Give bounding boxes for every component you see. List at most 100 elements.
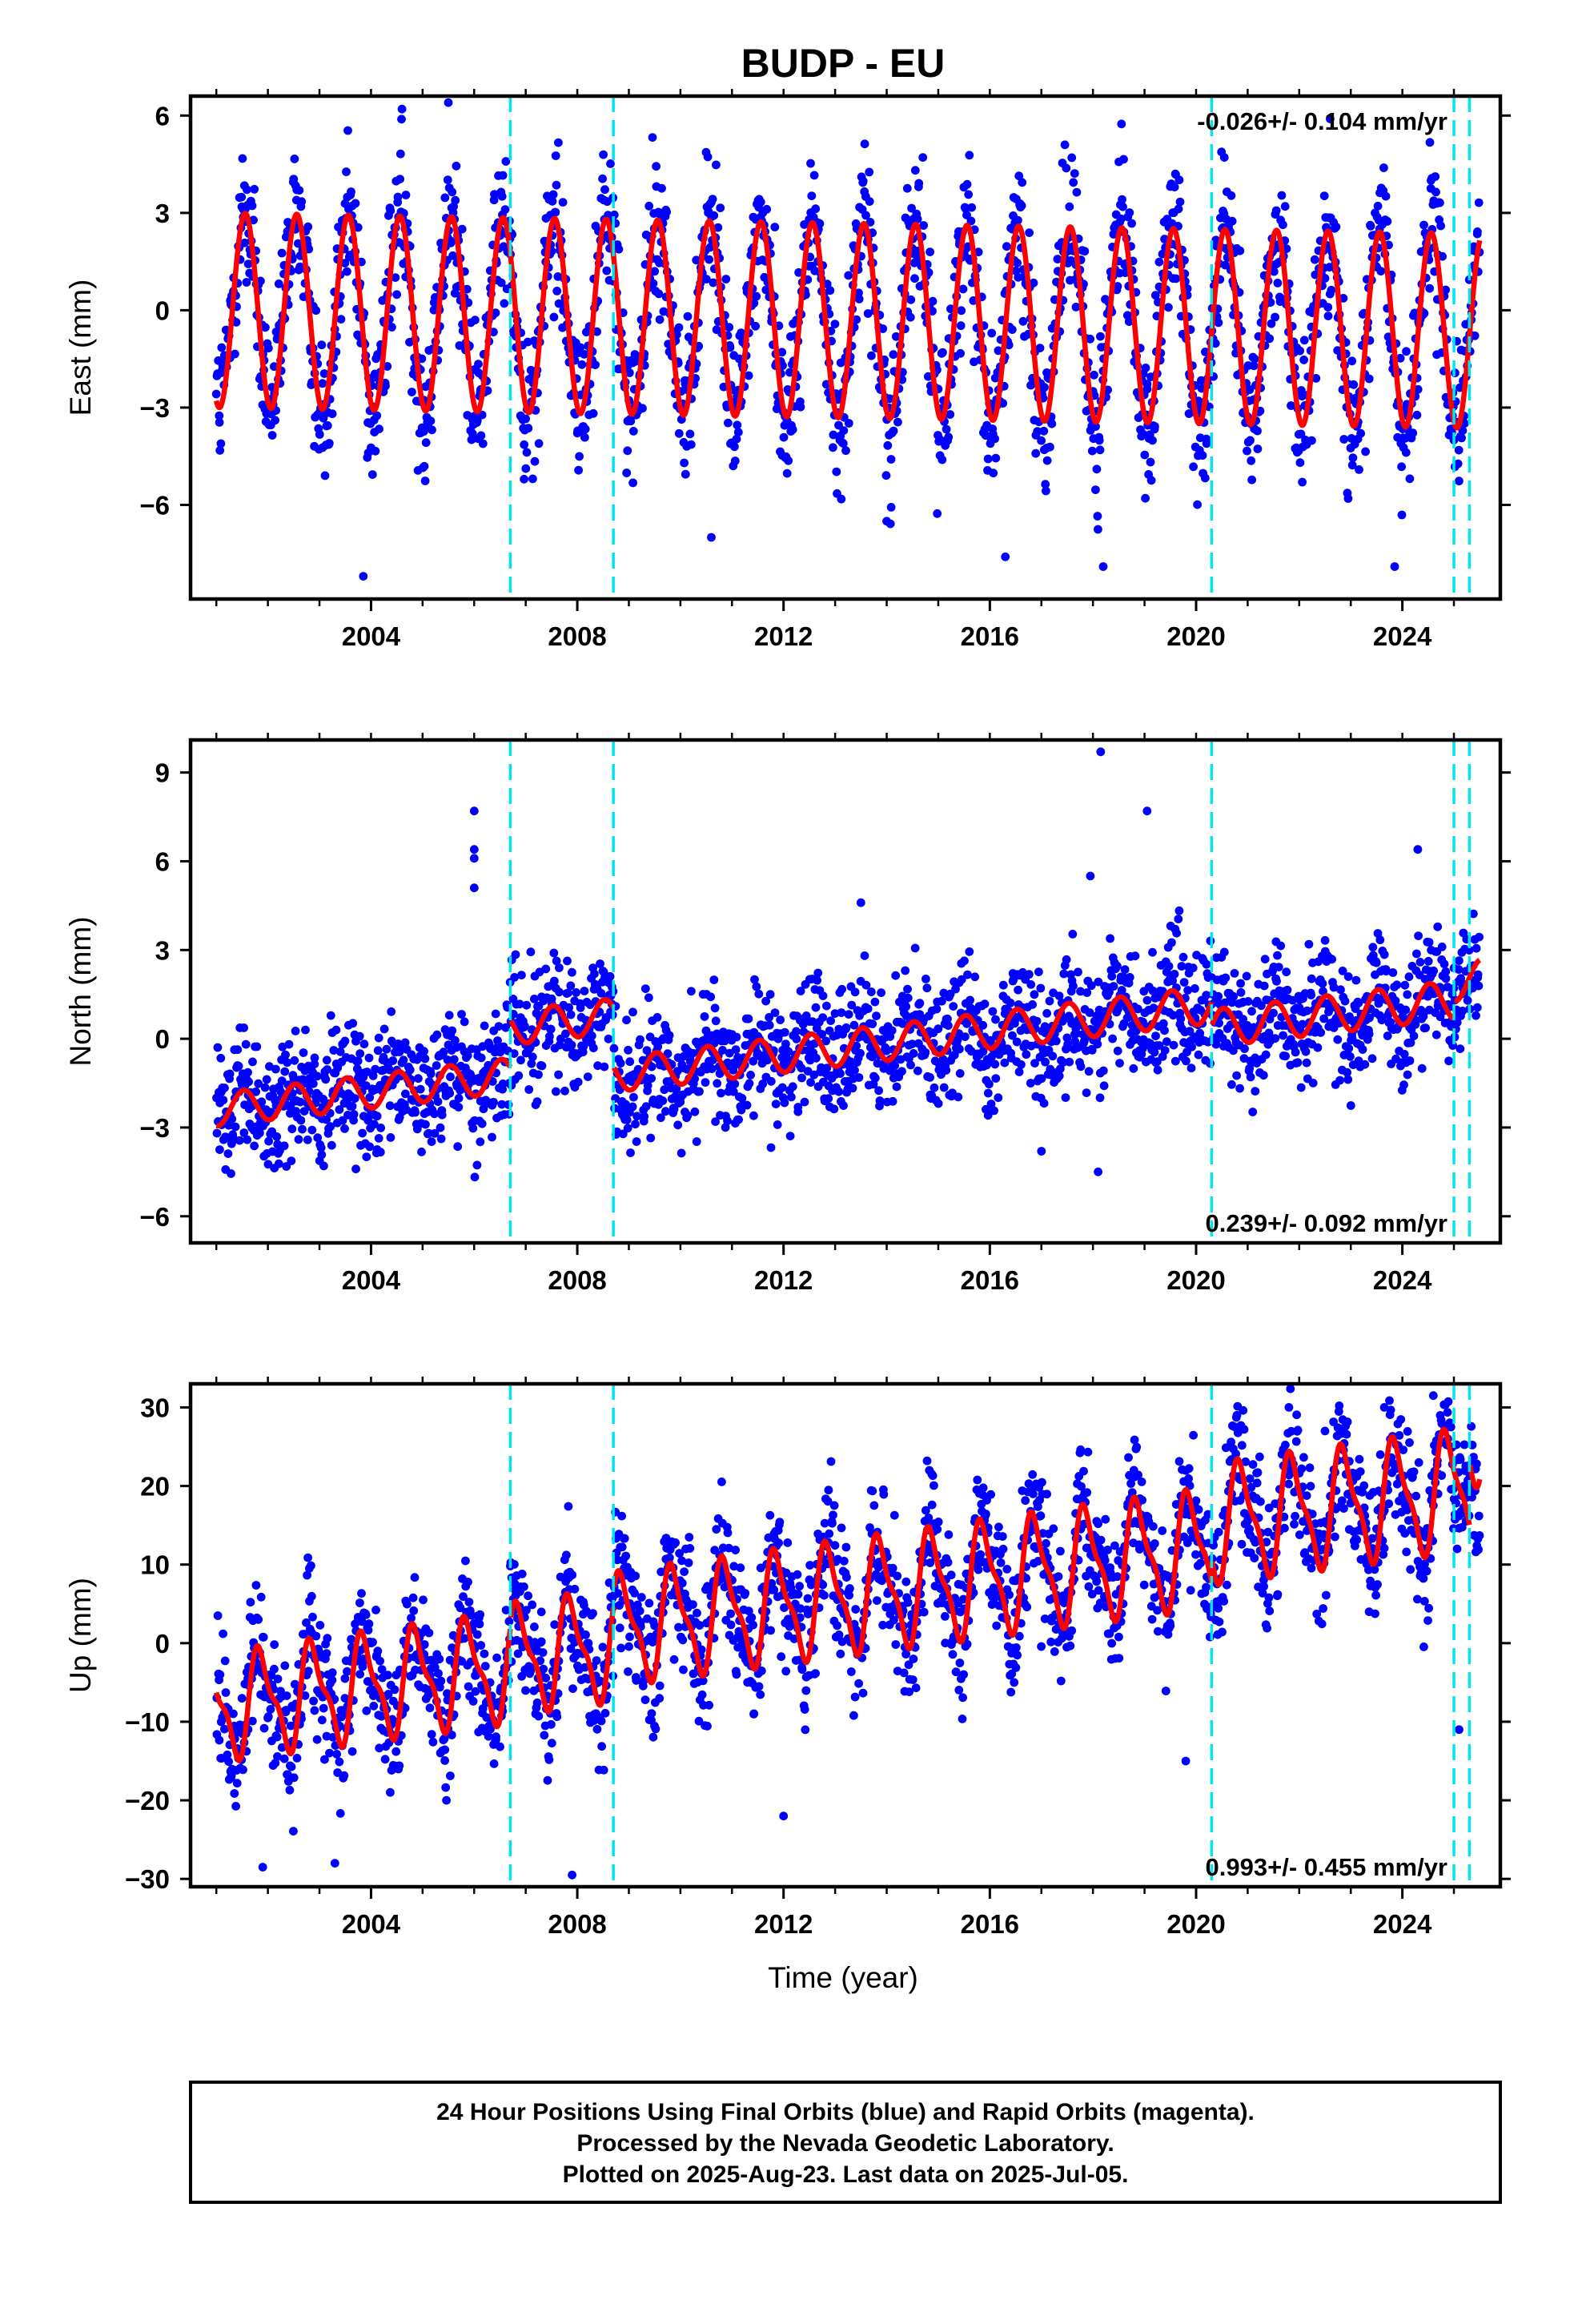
data-point (294, 239, 303, 248)
data-point (1455, 956, 1464, 965)
data-point (1366, 221, 1375, 231)
data-point (1273, 951, 1282, 960)
data-point (832, 467, 841, 476)
data-point (220, 1084, 229, 1092)
data-point (1423, 956, 1433, 966)
data-point (343, 126, 352, 135)
data-point (1240, 1044, 1249, 1053)
data-point (1033, 427, 1042, 436)
x-tick-label: 2012 (754, 621, 813, 651)
data-point (383, 1671, 392, 1680)
data-point (1062, 163, 1071, 173)
data-point (446, 1072, 455, 1082)
data-point (1172, 928, 1181, 938)
data-point (1194, 1050, 1203, 1059)
data-point (276, 1087, 286, 1096)
data-point (836, 1069, 845, 1078)
data-point (994, 346, 1003, 356)
data-point (1323, 303, 1333, 312)
data-point (1236, 979, 1245, 988)
data-point (336, 315, 346, 324)
data-point (1170, 970, 1179, 979)
data-point (1340, 996, 1350, 1006)
data-point (299, 1107, 309, 1116)
data-point (710, 1003, 720, 1013)
data-point (692, 255, 701, 265)
data-point (446, 238, 456, 247)
data-point (1333, 1035, 1343, 1044)
y-tick-label: 9 (155, 758, 170, 788)
data-point (295, 186, 304, 195)
data-point (1174, 204, 1183, 214)
data-point (991, 453, 1001, 463)
data-point (978, 1020, 988, 1030)
data-point (343, 1667, 351, 1676)
data-point (522, 1000, 532, 1010)
data-point (1419, 220, 1428, 230)
data-point (319, 1095, 328, 1104)
data-point (921, 1047, 930, 1057)
data-point (1379, 163, 1388, 172)
data-point (500, 299, 509, 308)
data-point (1271, 206, 1281, 215)
data-point (435, 1655, 444, 1664)
data-point (272, 1732, 282, 1742)
data-point (1320, 935, 1330, 945)
data-point (863, 1004, 873, 1013)
data-point (609, 1043, 619, 1053)
data-point (1074, 967, 1082, 977)
data-point (1470, 331, 1480, 340)
data-point (281, 1050, 290, 1059)
data-point (657, 183, 666, 193)
data-point (454, 1094, 464, 1103)
data-point (1107, 971, 1117, 981)
data-point (1004, 340, 1014, 350)
data-point (1014, 1068, 1024, 1076)
data-point (878, 324, 888, 333)
data-point (844, 1010, 853, 1019)
data-point (614, 244, 624, 254)
data-point (701, 275, 711, 283)
data-point (1221, 973, 1231, 983)
data-point (1235, 1084, 1244, 1093)
data-point (551, 207, 560, 217)
data-point (355, 1031, 364, 1041)
data-point (318, 379, 327, 388)
y-tick-label: 0 (155, 1024, 170, 1054)
data-point (347, 1634, 355, 1644)
data-point (1082, 1088, 1091, 1097)
data-point (237, 1694, 247, 1703)
outlier-point (469, 806, 479, 816)
data-point (1375, 935, 1385, 945)
data-point (235, 1136, 244, 1145)
data-point (744, 371, 753, 380)
data-point (524, 424, 533, 433)
data-point (987, 328, 997, 338)
data-point (552, 1087, 560, 1096)
data-point (232, 1779, 242, 1788)
data-point (638, 404, 647, 413)
data-point (938, 996, 946, 1006)
data-point (1017, 201, 1026, 211)
data-point (622, 468, 632, 477)
data-point (800, 1097, 809, 1107)
outlier-point (1037, 1147, 1046, 1156)
data-point (599, 150, 608, 159)
data-point (1067, 153, 1077, 163)
y-tick-label: 3 (155, 935, 170, 965)
data-point (962, 179, 972, 189)
data-point (1026, 980, 1036, 989)
data-point (1039, 1099, 1049, 1108)
data-point (386, 1133, 396, 1142)
data-point (272, 1132, 282, 1141)
data-point (622, 1015, 631, 1025)
data-point (1247, 456, 1256, 465)
data-point (294, 1135, 303, 1144)
data-point (448, 1026, 457, 1035)
data-point (552, 180, 561, 190)
data-point (1115, 1059, 1124, 1068)
data-point (273, 1675, 283, 1683)
data-point (1164, 962, 1174, 971)
outlier-point (1096, 747, 1106, 757)
data-point (1191, 984, 1199, 993)
